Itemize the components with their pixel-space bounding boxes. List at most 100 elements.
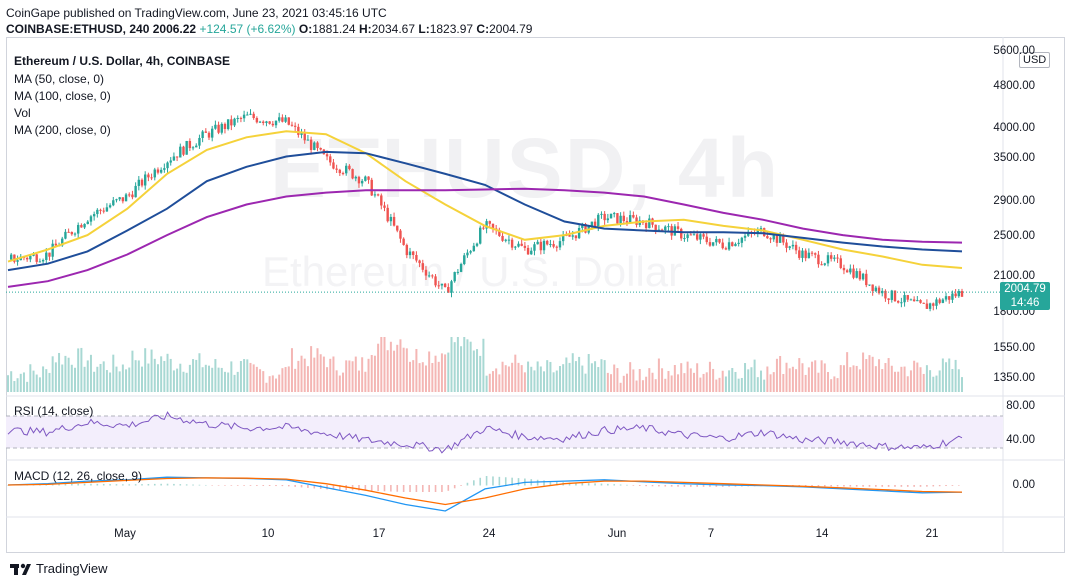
volume-bar xyxy=(673,365,676,392)
candle-body xyxy=(408,251,412,256)
candle-body xyxy=(48,252,51,257)
macd-histogram-bar xyxy=(881,485,884,487)
candle-body xyxy=(632,215,635,218)
legend-ma200[interactable]: MA (200, close, 0) xyxy=(14,123,111,137)
volume-bar xyxy=(632,369,635,392)
macd-histogram-bar xyxy=(122,484,124,486)
volume-bar xyxy=(504,365,507,392)
macd-histogram-bar xyxy=(268,485,271,486)
candle-body xyxy=(836,257,839,259)
candle-body xyxy=(708,242,712,246)
volume-bar xyxy=(179,363,182,392)
candle-body xyxy=(721,242,724,249)
candle-body xyxy=(64,231,67,239)
candle-body xyxy=(214,124,217,129)
candle-body xyxy=(769,238,772,240)
candle-body xyxy=(427,275,431,277)
candle-body xyxy=(501,235,504,241)
candle-body xyxy=(526,247,530,255)
legend-ma100[interactable]: MA (100, close, 0) xyxy=(14,89,111,103)
legend-macd[interactable]: MACD (12, 26, close, 9) xyxy=(14,469,143,483)
candle-body xyxy=(925,303,929,309)
volume-bar xyxy=(568,362,571,392)
open-value: 1881.24 xyxy=(312,22,356,36)
candle-body xyxy=(242,114,246,119)
macd-histogram-bar xyxy=(58,484,60,486)
close-label: C: xyxy=(476,22,490,36)
volume-bar xyxy=(820,360,823,392)
candle-body xyxy=(204,131,208,133)
volume-bar xyxy=(134,360,137,392)
volume-bar xyxy=(472,350,475,392)
candle-body xyxy=(654,224,657,231)
macd-histogram-bar xyxy=(517,478,520,486)
candle-body xyxy=(798,250,801,258)
volume-bar xyxy=(702,373,705,392)
macd-histogram-bar xyxy=(64,484,67,486)
candle-body xyxy=(839,258,842,268)
volume-bar xyxy=(166,353,169,392)
volume-bar xyxy=(463,337,466,392)
volume-bar xyxy=(606,372,609,392)
volume-bar xyxy=(418,363,421,392)
volume-bar xyxy=(514,354,517,392)
legend-rsi[interactable]: RSI (14, close) xyxy=(14,404,94,418)
volume-bar xyxy=(823,363,826,392)
legend-ma50[interactable]: MA (50, close, 0) xyxy=(14,72,105,86)
candle-body xyxy=(172,156,176,161)
macd-histogram-bar xyxy=(607,483,609,486)
macd-histogram-bar xyxy=(300,485,303,488)
candle-body xyxy=(858,271,862,280)
volume-bar xyxy=(961,377,963,392)
volume-bar xyxy=(948,358,951,392)
volume-bar xyxy=(93,371,96,392)
candle-body xyxy=(239,117,243,119)
volume-bar xyxy=(185,372,188,392)
candle-body xyxy=(271,123,275,126)
candle-body xyxy=(542,240,546,251)
volume-bar xyxy=(479,355,482,392)
macd-histogram-bar xyxy=(536,479,539,486)
currency-button[interactable]: USD xyxy=(1019,52,1051,68)
candle-body xyxy=(434,276,437,286)
candle-body xyxy=(156,169,160,173)
symbol-label[interactable]: COINBASE:ETHUSD, 240 xyxy=(6,22,150,36)
volume-bar xyxy=(622,375,625,392)
candle-body xyxy=(613,213,616,215)
legend-vol[interactable]: Vol xyxy=(14,106,31,120)
volume-bar xyxy=(303,358,306,392)
volume-bar xyxy=(779,356,782,392)
candle-body xyxy=(785,242,788,248)
volume-bar xyxy=(839,365,842,392)
candle-body xyxy=(437,285,440,287)
volume-bar xyxy=(893,371,896,392)
candle-body xyxy=(236,117,239,119)
candle-body xyxy=(472,245,476,252)
macd-histogram-bar xyxy=(804,485,807,487)
candle-body xyxy=(814,253,817,255)
volume-bar xyxy=(737,378,740,392)
candle-body xyxy=(166,162,169,169)
volume-bar xyxy=(759,370,762,392)
rsi-line xyxy=(7,411,963,454)
macd-histogram-bar xyxy=(479,477,482,486)
volume-bar xyxy=(230,361,233,392)
volume-bar xyxy=(294,368,297,392)
volume-bar xyxy=(153,358,156,392)
volume-bar xyxy=(766,366,769,392)
candle-body xyxy=(258,121,262,123)
macd-histogram-bar xyxy=(224,485,226,486)
macd-histogram-bar xyxy=(715,485,718,487)
candle-body xyxy=(80,224,83,228)
volume-bar xyxy=(176,368,179,392)
volume-bar xyxy=(833,376,836,392)
volume-bar xyxy=(680,363,683,392)
candle-body xyxy=(316,142,319,148)
volume-bar xyxy=(188,364,191,392)
volume-bar xyxy=(239,361,242,392)
macd-histogram-bar xyxy=(287,485,290,487)
tradingview-brand[interactable]: TradingView xyxy=(10,561,108,576)
macd-histogram-bar xyxy=(504,477,507,486)
volume-bar xyxy=(466,339,469,392)
